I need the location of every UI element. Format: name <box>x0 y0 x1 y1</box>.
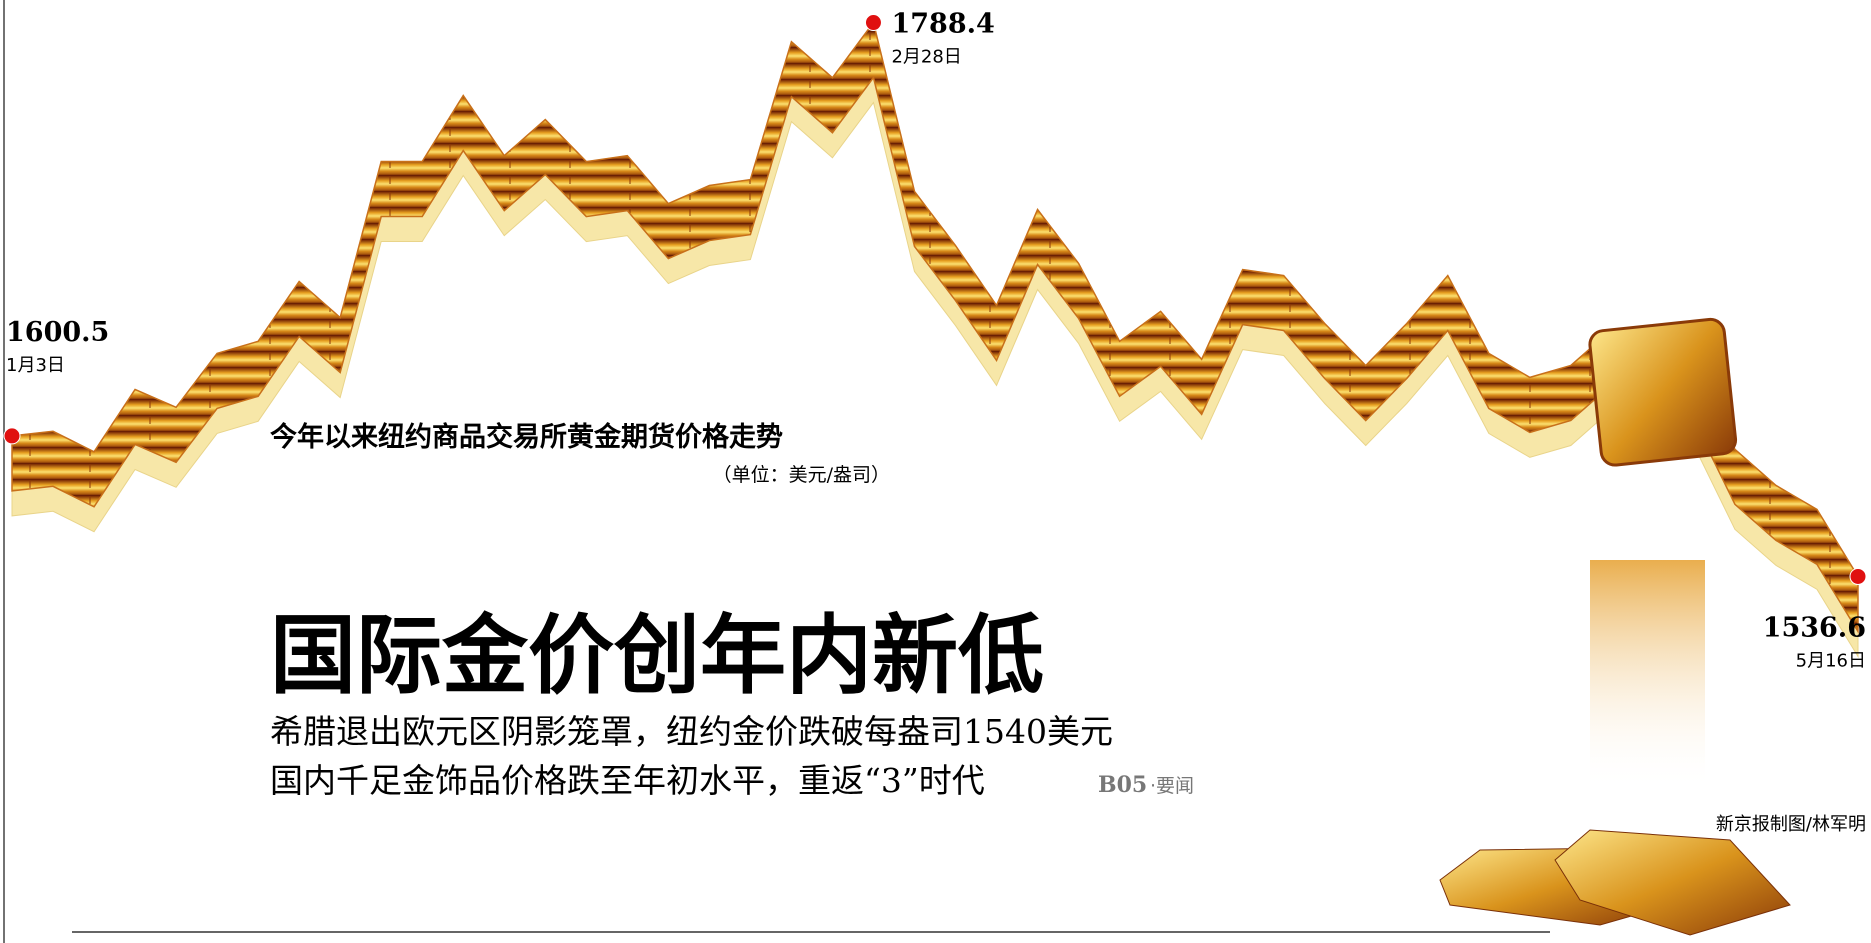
date-label: 5月16日 <box>1796 650 1866 671</box>
section: ·要闻 <box>1150 775 1194 797</box>
subhead: 国内千足金饰品价格跌至年初水平，重返“3”时代 <box>270 761 985 800</box>
gold-bars <box>1439 317 1791 936</box>
subhead: 希腊退出欧元区阴影笼罩，纽约金价跌破每盎司1540美元 <box>270 712 1113 751</box>
credit: 新京报制图/林军明 <box>1716 814 1866 835</box>
headline: 国际金价创年内新低 <box>270 605 1044 706</box>
value-label: 1788.4 <box>891 9 994 40</box>
point <box>864 14 882 32</box>
point <box>3 427 21 445</box>
date-label: 2月28日 <box>891 47 961 68</box>
value-label: 1600.5 <box>6 317 109 348</box>
ribbon <box>11 20 1859 635</box>
chart-subtitle: （单位：美元/盎司） <box>713 464 890 486</box>
chart-title: 今年以来纽约商品交易所黄金期货价格走势 <box>270 421 783 453</box>
falling-bar <box>1590 560 1705 790</box>
value-label: 1536.6 <box>1763 612 1866 643</box>
date-label: 1月3日 <box>6 355 65 376</box>
point <box>1849 567 1867 585</box>
page-ref: B05 <box>1098 772 1147 798</box>
